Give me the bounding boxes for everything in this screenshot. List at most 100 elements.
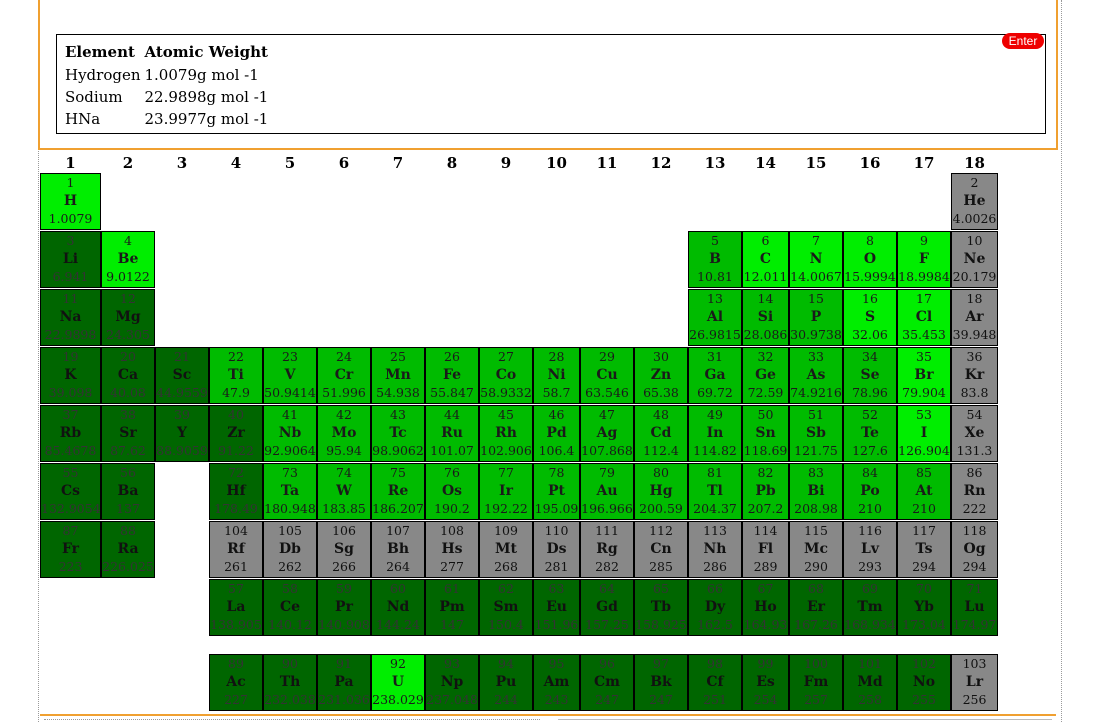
- element-cell-pa[interactable]: 91 Pa 231.036: [317, 654, 371, 711]
- element-cell-at[interactable]: 85 At 210: [897, 463, 951, 520]
- element-cell-w[interactable]: 74 W 183.85: [317, 463, 371, 520]
- element-cell-rf[interactable]: 104 Rf 261: [209, 521, 263, 578]
- element-cell-h[interactable]: 1 H 1.0079: [40, 173, 101, 230]
- element-cell-ge[interactable]: 32 Ge 72.59: [742, 347, 789, 404]
- element-cell-i[interactable]: 53 I 126.904: [897, 405, 951, 462]
- element-cell-bi[interactable]: 83 Bi 208.98: [789, 463, 843, 520]
- element-cell-ts[interactable]: 117 Ts 294: [897, 521, 951, 578]
- element-cell-pt[interactable]: 78 Pt 195.09: [533, 463, 580, 520]
- element-cell-cl[interactable]: 17 Cl 35.453: [897, 289, 951, 346]
- element-cell-os[interactable]: 76 Os 190.2: [425, 463, 479, 520]
- element-cell-ta[interactable]: 73 Ta 180.948: [263, 463, 317, 520]
- element-cell-ag[interactable]: 47 Ag 107.868: [580, 405, 634, 462]
- element-cell-tb[interactable]: 65 Tb 158.925: [634, 579, 688, 636]
- element-cell-rh[interactable]: 45 Rh 102.906: [479, 405, 533, 462]
- element-cell-b[interactable]: 5 B 10.81: [688, 231, 742, 288]
- element-cell-cd[interactable]: 48 Cd 112.4: [634, 405, 688, 462]
- element-cell-lu[interactable]: 71 Lu 174.97: [951, 579, 998, 636]
- element-cell-th[interactable]: 90 Th 232.038: [263, 654, 317, 711]
- element-cell-re[interactable]: 75 Re 186.207: [371, 463, 425, 520]
- element-cell-sb[interactable]: 51 Sb 121.75: [789, 405, 843, 462]
- element-cell-po[interactable]: 84 Po 210: [843, 463, 897, 520]
- element-cell-xe[interactable]: 54 Xe 131.3: [951, 405, 998, 462]
- element-cell-te[interactable]: 52 Te 127.6: [843, 405, 897, 462]
- element-cell-sg[interactable]: 106 Sg 266: [317, 521, 371, 578]
- element-cell-ti[interactable]: 22 Ti 47.9: [209, 347, 263, 404]
- element-cell-ac[interactable]: 89 Ac 227: [209, 654, 263, 711]
- element-cell-se[interactable]: 34 Se 78.96: [843, 347, 897, 404]
- element-cell-li[interactable]: 3 Li 6.941: [40, 231, 101, 288]
- element-cell-be[interactable]: 4 Be 9.0122: [101, 231, 155, 288]
- element-cell-al[interactable]: 13 Al 26.9815: [688, 289, 742, 346]
- element-cell-k[interactable]: 19 K 39.098: [40, 347, 101, 404]
- element-cell-br[interactable]: 35 Br 79.904: [897, 347, 951, 404]
- element-cell-es[interactable]: 99 Es 254: [742, 654, 789, 711]
- element-cell-rb[interactable]: 37 Rb 85.4678: [40, 405, 101, 462]
- element-cell-ir[interactable]: 77 Ir 192.22: [479, 463, 533, 520]
- element-cell-no[interactable]: 102 No 255: [897, 654, 951, 711]
- element-cell-hs[interactable]: 108 Hs 277: [425, 521, 479, 578]
- element-cell-fl[interactable]: 114 Fl 289: [742, 521, 789, 578]
- element-cell-ds[interactable]: 110 Ds 281: [533, 521, 580, 578]
- element-cell-kr[interactable]: 36 Kr 83.8: [951, 347, 998, 404]
- element-cell-yb[interactable]: 70 Yb 173.04: [897, 579, 951, 636]
- element-cell-er[interactable]: 68 Er 167.26: [789, 579, 843, 636]
- element-cell-p[interactable]: 15 P 30.9738: [789, 289, 843, 346]
- element-cell-pr[interactable]: 59 Pr 140.908: [317, 579, 371, 636]
- enter-button[interactable]: Enter: [1002, 33, 1044, 49]
- element-cell-au[interactable]: 79 Au 196.966: [580, 463, 634, 520]
- element-cell-fr[interactable]: 87 Fr 223: [40, 521, 101, 578]
- element-cell-sr[interactable]: 38 Sr 87.62: [101, 405, 155, 462]
- element-cell-cu[interactable]: 29 Cu 63.546: [580, 347, 634, 404]
- element-cell-mn[interactable]: 25 Mn 54.938: [371, 347, 425, 404]
- element-cell-og[interactable]: 118 Og 294: [951, 521, 998, 578]
- element-cell-tl[interactable]: 81 Tl 204.37: [688, 463, 742, 520]
- element-cell-ba[interactable]: 56 Ba 137: [101, 463, 155, 520]
- element-cell-he[interactable]: 2 He 4.0026: [951, 173, 998, 230]
- element-cell-ni[interactable]: 28 Ni 58.7: [533, 347, 580, 404]
- element-cell-mo[interactable]: 42 Mo 95.94: [317, 405, 371, 462]
- element-cell-ga[interactable]: 31 Ga 69.72: [688, 347, 742, 404]
- element-cell-c[interactable]: 6 C 12.011: [742, 231, 789, 288]
- element-cell-mg[interactable]: 12 Mg 24.305: [101, 289, 155, 346]
- element-cell-lr[interactable]: 103 Lr 256: [951, 654, 998, 711]
- element-cell-dy[interactable]: 66 Dy 162.5: [688, 579, 742, 636]
- element-cell-cs[interactable]: 55 Cs 132.9054: [40, 463, 101, 520]
- element-cell-cf[interactable]: 98 Cf 251: [688, 654, 742, 711]
- element-cell-u[interactable]: 92 U 238.029: [371, 654, 425, 711]
- element-cell-o[interactable]: 8 O 15.9994: [843, 231, 897, 288]
- element-cell-s[interactable]: 16 S 32.06: [843, 289, 897, 346]
- element-cell-in[interactable]: 49 In 114.82: [688, 405, 742, 462]
- element-cell-tm[interactable]: 69 Tm 168.934: [843, 579, 897, 636]
- element-cell-si[interactable]: 14 Si 28.086: [742, 289, 789, 346]
- element-cell-bk[interactable]: 97 Bk 247: [634, 654, 688, 711]
- element-cell-nb[interactable]: 41 Nb 92.9064: [263, 405, 317, 462]
- element-cell-sn[interactable]: 50 Sn 118.69: [742, 405, 789, 462]
- element-cell-np[interactable]: 93 Np 237.048: [425, 654, 479, 711]
- element-cell-cm[interactable]: 96 Cm 247: [580, 654, 634, 711]
- element-cell-fe[interactable]: 26 Fe 55.847: [425, 347, 479, 404]
- element-cell-rn[interactable]: 86 Rn 222: [951, 463, 998, 520]
- element-cell-pm[interactable]: 61 Pm 147: [425, 579, 479, 636]
- element-cell-sm[interactable]: 62 Sm 150.4: [479, 579, 533, 636]
- element-cell-co[interactable]: 27 Co 58.9332: [479, 347, 533, 404]
- element-cell-mt[interactable]: 109 Mt 268: [479, 521, 533, 578]
- element-cell-fm[interactable]: 100 Fm 257: [789, 654, 843, 711]
- element-cell-hf[interactable]: 72 Hf 178.49: [209, 463, 263, 520]
- element-cell-sc[interactable]: 21 Sc 44.9559: [155, 347, 209, 404]
- element-cell-am[interactable]: 95 Am 243: [533, 654, 580, 711]
- element-cell-mc[interactable]: 115 Mc 290: [789, 521, 843, 578]
- element-cell-hg[interactable]: 80 Hg 200.59: [634, 463, 688, 520]
- element-cell-la[interactable]: 57 La 138.905: [209, 579, 263, 636]
- element-cell-tc[interactable]: 43 Tc 98.9062: [371, 405, 425, 462]
- element-cell-n[interactable]: 7 N 14.0067: [789, 231, 843, 288]
- element-cell-gd[interactable]: 64 Gd 157.25: [580, 579, 634, 636]
- element-cell-v[interactable]: 23 V 50.9414: [263, 347, 317, 404]
- element-cell-md[interactable]: 101 Md 258: [843, 654, 897, 711]
- element-cell-zn[interactable]: 30 Zn 65.38: [634, 347, 688, 404]
- element-cell-cn[interactable]: 112 Cn 285: [634, 521, 688, 578]
- element-cell-pd[interactable]: 46 Pd 106.4: [533, 405, 580, 462]
- element-cell-db[interactable]: 105 Db 262: [263, 521, 317, 578]
- element-cell-ru[interactable]: 44 Ru 101.07: [425, 405, 479, 462]
- element-cell-eu[interactable]: 63 Eu 151.96: [533, 579, 580, 636]
